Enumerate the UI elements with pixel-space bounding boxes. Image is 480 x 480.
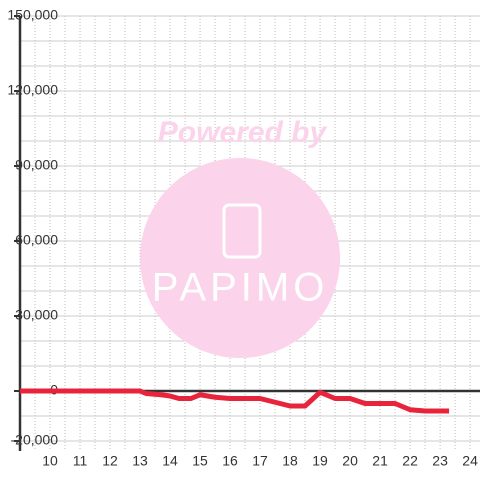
y-tick-label: 30,000 (15, 307, 58, 323)
y-tick-label: 60,000 (15, 232, 58, 248)
x-tick-label: 11 (73, 453, 88, 469)
y-tick-label: -20,000 (11, 432, 59, 448)
y-tick-label: 150,000 (7, 7, 58, 23)
x-tick-label: 20 (342, 453, 358, 469)
x-tick-label: 24 (462, 453, 478, 469)
x-tick-label: 21 (372, 453, 388, 469)
y-tick-label: 120,000 (7, 82, 58, 98)
watermark-text: Powered by (158, 116, 328, 149)
x-tick-label: 22 (402, 453, 418, 469)
x-tick-label: 12 (102, 453, 118, 469)
y-tick-label: 90,000 (15, 157, 58, 173)
watermark-phone (222, 203, 262, 259)
x-tick-label: 16 (222, 453, 238, 469)
x-tick-label: 23 (432, 453, 448, 469)
watermark-logo: PAPIMO (152, 266, 329, 310)
data-line (20, 388, 450, 414)
x-tick-label: 13 (132, 453, 148, 469)
x-tick-label: 15 (192, 453, 208, 469)
x-tick-label: 14 (162, 453, 178, 469)
x-tick-label: 18 (282, 453, 298, 469)
x-tick-label: 17 (252, 453, 268, 469)
x-tick-label: 10 (42, 453, 58, 469)
x-tick-label: 19 (312, 453, 328, 469)
